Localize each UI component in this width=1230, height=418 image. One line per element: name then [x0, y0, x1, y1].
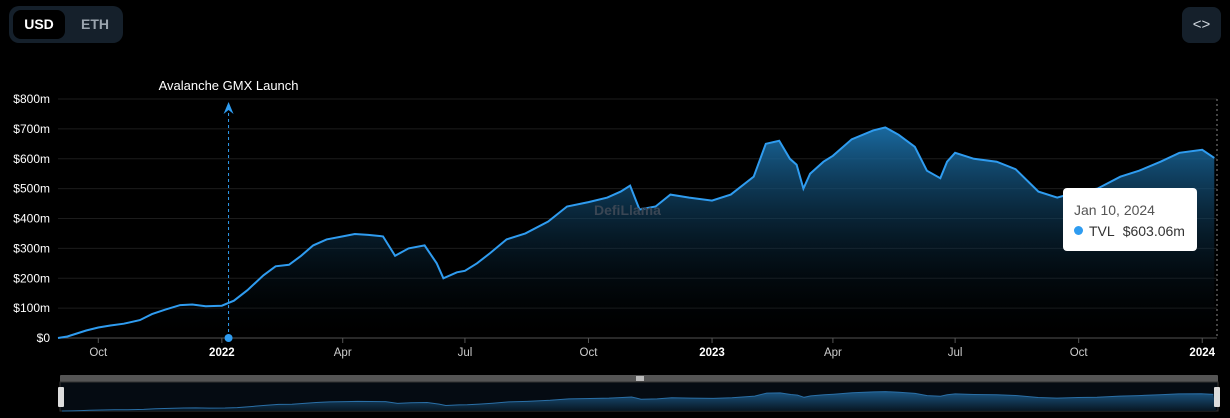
tvl-line — [57, 126, 1215, 339]
tooltip-date: Jan 10, 2024 — [1074, 202, 1155, 218]
y-tick-label: $700m — [13, 122, 50, 136]
y-tick-label: $200m — [13, 271, 50, 285]
y-tick-label: $100m — [13, 301, 50, 315]
x-tick-label: 2024 — [1189, 347, 1215, 359]
x-tick-label: Oct — [89, 347, 108, 359]
usd-toggle-button[interactable]: USD — [13, 10, 65, 39]
y-tick-label: $600m — [13, 152, 50, 166]
y-tick-label: $500m — [13, 182, 50, 196]
range-slider — [58, 375, 1220, 412]
currency-toggle: USD ETH — [9, 6, 123, 43]
x-tick-label: Oct — [1070, 347, 1089, 359]
slider-right-handle[interactable] — [1214, 387, 1220, 407]
tooltip-series: TVL — [1089, 223, 1115, 239]
x-tick-label: Apr — [334, 347, 352, 359]
y-tick-label: $400m — [13, 212, 50, 226]
x-tick-label: 2022 — [209, 347, 235, 359]
x-tick-label: 2023 — [699, 347, 725, 359]
slider-left-handle[interactable] — [58, 387, 64, 407]
y-axis: $0 $100m $200m $300m $400m $500m $600m $700m $80… — [13, 92, 50, 345]
tvl-area — [58, 127, 1215, 339]
slider-grip-icon — [636, 376, 644, 381]
x-tick-label: Jul — [948, 347, 963, 359]
slider-preview-line — [61, 391, 1214, 412]
eth-toggle-button[interactable]: ETH — [81, 16, 109, 32]
annotation-dot-icon — [224, 334, 233, 342]
x-tick-label: Oct — [580, 347, 599, 359]
series-dot-icon — [1074, 226, 1083, 235]
annotation-arrow-icon — [223, 102, 234, 114]
launch-annotation: Avalanche GMX Launch — [159, 78, 299, 342]
annotation-label: Avalanche GMX Launch — [159, 78, 299, 93]
x-tick-label: Jul — [458, 347, 473, 359]
tooltip-row: TVL $603.06m — [1074, 223, 1185, 239]
embed-code-button[interactable]: <> — [1182, 7, 1221, 43]
y-tick-label: $800m — [13, 92, 50, 106]
tooltip: Jan 10, 2024 TVL $603.06m — [1063, 188, 1197, 251]
slider-preview-area — [62, 391, 1216, 411]
defillama-watermark: DefiLlama — [594, 202, 661, 218]
x-axis: Oct 2022 Apr Jul Oct 2023 Apr Jul Oct 2024 — [89, 338, 1216, 359]
x-tick-label: Apr — [824, 347, 842, 359]
code-brackets-icon: <> — [1192, 16, 1211, 33]
y-tick-label: $0 — [37, 331, 51, 345]
y-tick-label: $300m — [13, 241, 50, 255]
tooltip-value: $603.06m — [1122, 223, 1185, 239]
